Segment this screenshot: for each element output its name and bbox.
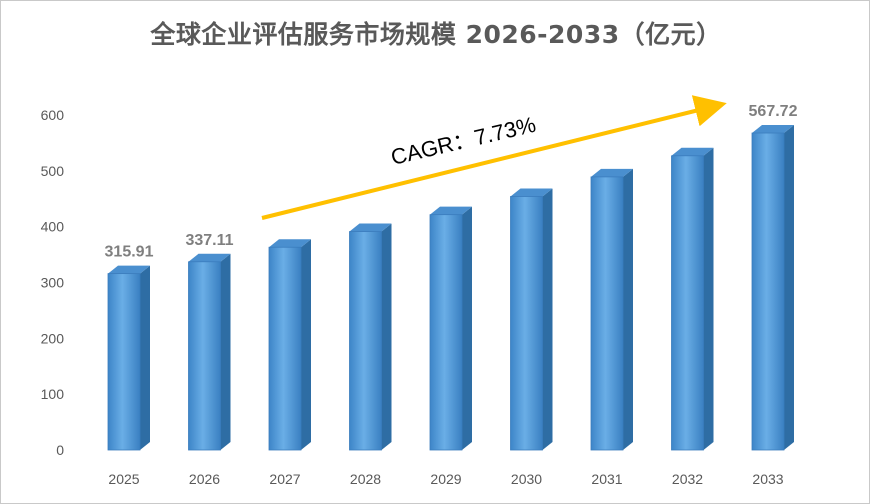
bar-2026 xyxy=(188,253,231,451)
bar-front xyxy=(590,176,624,451)
bar-side xyxy=(301,239,311,450)
bars xyxy=(107,125,794,451)
chart-title: 全球企业评估服务市场规模 2026-2033（亿元） xyxy=(150,20,722,49)
bar-front xyxy=(349,231,382,451)
bar-top xyxy=(510,188,553,197)
bar-top xyxy=(752,125,794,134)
bar-side xyxy=(381,223,392,450)
x-tick-label: 2025 xyxy=(108,471,139,487)
x-axis: 2025 2026 2027 2028 2029 2030 2031 2032 2033 xyxy=(108,471,783,487)
data-label: 337.11 xyxy=(185,232,233,249)
x-tick-label: 2031 xyxy=(591,471,622,487)
y-tick-label: 300 xyxy=(41,275,65,291)
bar-front xyxy=(268,246,302,451)
data-labels: 315.91 337.11 567.72 xyxy=(105,103,798,261)
bar-2030 xyxy=(510,188,553,451)
bar-top xyxy=(108,265,150,274)
bar-side xyxy=(462,206,472,450)
data-label: 315.91 xyxy=(105,244,154,261)
y-tick-label: 400 xyxy=(41,219,65,235)
y-axis: 0 100 200 300 400 500 600 xyxy=(41,107,65,458)
bar-top xyxy=(188,253,231,262)
bar-side xyxy=(703,147,714,450)
x-tick-label: 2027 xyxy=(269,471,300,487)
bar-2031 xyxy=(590,168,633,451)
x-tick-label: 2032 xyxy=(672,471,703,487)
bar-side xyxy=(542,188,553,450)
data-label: 567.72 xyxy=(749,103,798,120)
x-tick-label: 2033 xyxy=(752,471,783,487)
x-tick-label: 2030 xyxy=(511,471,542,487)
bar-side xyxy=(623,168,633,450)
y-tick-label: 200 xyxy=(41,330,65,346)
bar-2025 xyxy=(107,265,150,451)
x-tick-label: 2026 xyxy=(189,471,220,487)
bar-side xyxy=(784,125,794,450)
bar-top xyxy=(349,223,392,232)
bar-front xyxy=(429,214,463,451)
x-tick-label: 2029 xyxy=(430,471,461,487)
bar-front xyxy=(751,132,785,451)
bar-front xyxy=(510,196,543,451)
bar-front xyxy=(107,273,141,451)
cagr-annotation: CAGR：7.73% xyxy=(261,95,727,220)
bar-front xyxy=(188,261,221,451)
bar-top xyxy=(671,147,714,156)
bar-top xyxy=(430,206,472,215)
bar-front xyxy=(671,155,704,451)
bar-top xyxy=(591,168,633,177)
bar-top xyxy=(269,239,311,248)
cagr-arrow xyxy=(261,95,727,220)
bar-2027 xyxy=(268,239,311,451)
bar-2029 xyxy=(429,206,472,451)
bar-2028 xyxy=(349,223,392,451)
y-tick-label: 100 xyxy=(41,386,65,402)
y-tick-label: 600 xyxy=(41,107,65,123)
bar-side xyxy=(140,265,150,450)
bar-2032 xyxy=(671,147,714,451)
y-tick-label: 500 xyxy=(41,163,65,179)
bar-side xyxy=(220,253,231,450)
bar-2033 xyxy=(751,125,794,451)
y-tick-label: 0 xyxy=(56,442,64,458)
x-tick-label: 2028 xyxy=(350,471,381,487)
cagr-label: CAGR：7.73% xyxy=(388,112,538,170)
